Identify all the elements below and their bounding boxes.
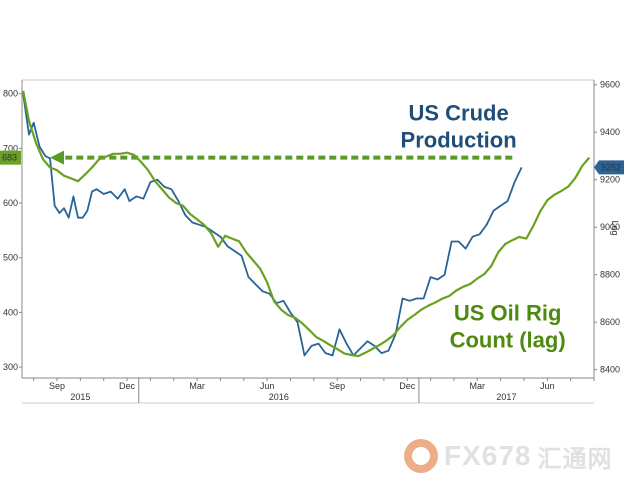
x-axis-month-label: Jun bbox=[540, 381, 555, 391]
annotation-oil-rig-count: US Oil Rig bbox=[454, 301, 562, 326]
watermark-logo-icon bbox=[404, 439, 438, 473]
annotation-oil-rig-count: Count (lag) bbox=[450, 328, 566, 353]
left-axis-tick-label: 800 bbox=[3, 89, 18, 99]
left-axis-tick-label: 300 bbox=[3, 362, 18, 372]
badge-shape bbox=[0, 150, 21, 165]
x-axis-month-label: Dec bbox=[119, 381, 136, 391]
x-axis-month-label: Dec bbox=[399, 381, 416, 391]
x-axis-month-label: Jun bbox=[260, 381, 275, 391]
x-axis-month-label: Mar bbox=[189, 381, 205, 391]
series-line-oil-rig-count bbox=[22, 90, 591, 358]
right-axis-tick-label: 9200 bbox=[600, 175, 620, 185]
left-axis-tick-label: 500 bbox=[3, 253, 18, 263]
x-axis-year-label: 2015 bbox=[70, 392, 90, 402]
annotation-crude-production: Production bbox=[401, 127, 517, 152]
dashed-arrow-head bbox=[50, 150, 65, 165]
watermark: FX678 汇通网 bbox=[404, 436, 613, 476]
series-line-crude-production bbox=[22, 94, 523, 357]
right-axis-label: Log bbox=[610, 220, 620, 235]
last-value-badge-crude: 9252 bbox=[594, 160, 624, 175]
x-axis-month-label: Mar bbox=[470, 381, 486, 391]
last-value-text-rig: 683 bbox=[2, 153, 17, 163]
axes: 300 400 500 600 700 800 8400 8600 8800 9000 9200 94… bbox=[3, 79, 620, 404]
left-axis-tick-label: 400 bbox=[3, 307, 18, 317]
last-value-text-crude: 9252 bbox=[601, 162, 621, 172]
x-axis-month-label: Sep bbox=[329, 381, 345, 391]
x-axis-year-label: 2017 bbox=[496, 392, 516, 402]
x-axis-month-label: Sep bbox=[49, 381, 65, 391]
annotation-crude-production: US Crude bbox=[408, 100, 508, 125]
series-layer bbox=[22, 90, 591, 358]
x-axis-year-label: 2016 bbox=[269, 392, 289, 402]
last-value-badge-rig: 683 bbox=[0, 150, 21, 165]
right-axis-tick-label: 9600 bbox=[600, 80, 620, 90]
left-axis-tick-label: 700 bbox=[3, 143, 18, 153]
right-axis-tick-label: 9400 bbox=[600, 127, 620, 137]
left-axis-tick-label: 600 bbox=[3, 198, 18, 208]
right-axis-tick-label: 8400 bbox=[600, 365, 620, 375]
right-axis-tick-label: 8600 bbox=[600, 317, 620, 327]
right-axis-tick-label: 8800 bbox=[600, 270, 620, 280]
badge-shape bbox=[594, 160, 624, 175]
right-axis-tick-label: 9000 bbox=[600, 222, 620, 232]
watermark-sub: 汇通网 bbox=[537, 445, 613, 473]
watermark-brand: FX678 bbox=[444, 440, 532, 471]
